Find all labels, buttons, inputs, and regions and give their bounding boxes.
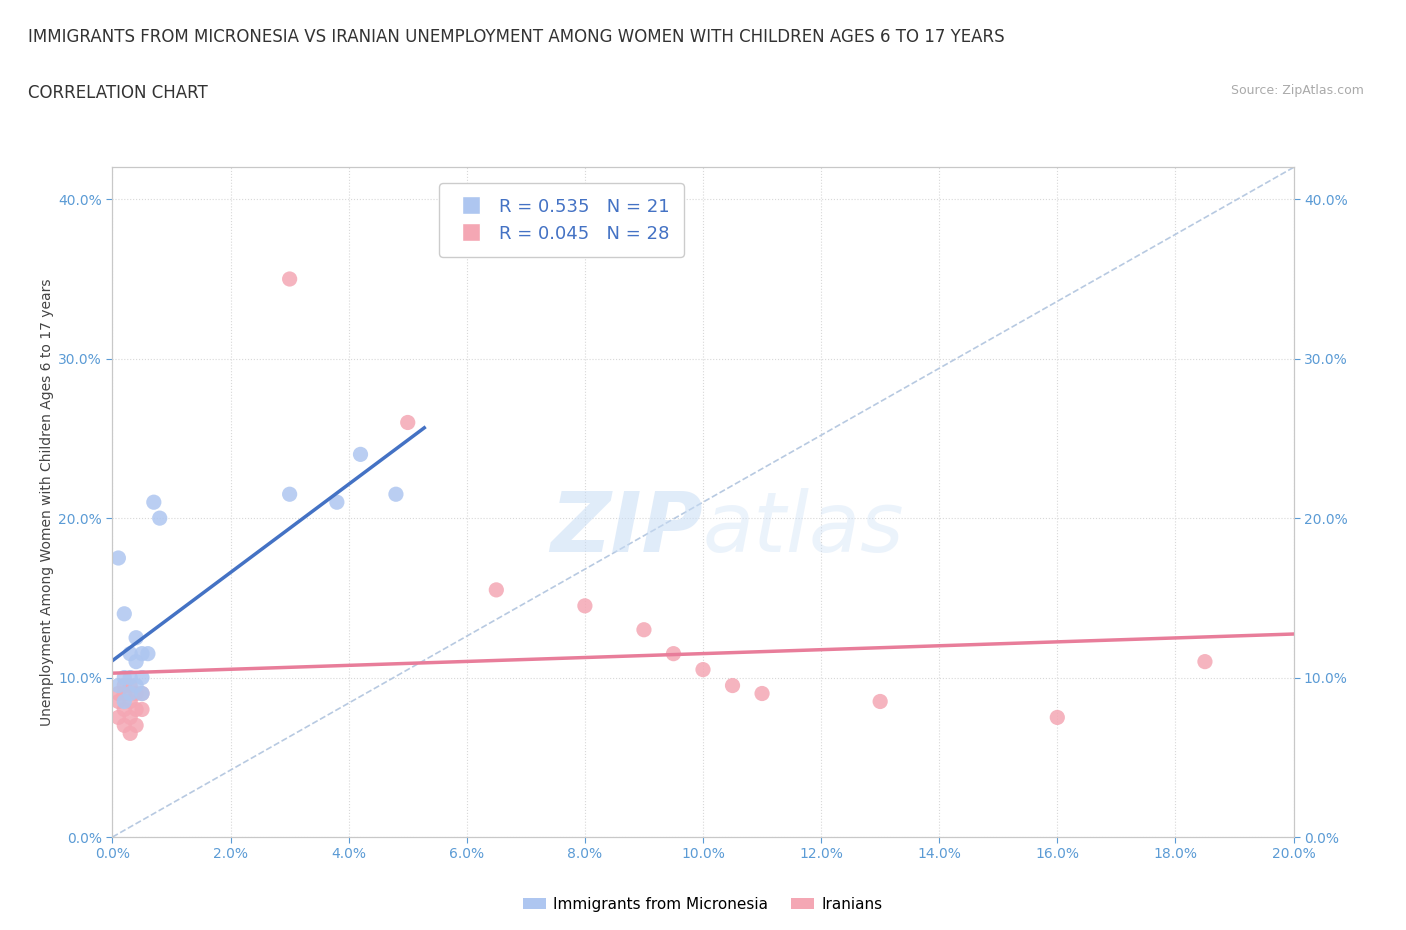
- Point: [349, 447, 371, 462]
- Point: [112, 694, 135, 709]
- Point: [326, 495, 349, 510]
- Point: [633, 622, 655, 637]
- Point: [721, 678, 744, 693]
- Point: [112, 686, 135, 701]
- Text: Source: ZipAtlas.com: Source: ZipAtlas.com: [1230, 84, 1364, 97]
- Point: [107, 551, 129, 565]
- Point: [107, 686, 129, 701]
- Point: [662, 646, 685, 661]
- Point: [1046, 710, 1069, 724]
- Point: [120, 710, 142, 724]
- Point: [112, 678, 135, 693]
- Legend: R = 0.535   N = 21, R = 0.045   N = 28: R = 0.535 N = 21, R = 0.045 N = 28: [439, 183, 683, 257]
- Point: [278, 486, 301, 501]
- Point: [751, 686, 773, 701]
- Point: [396, 415, 419, 430]
- Point: [131, 671, 153, 685]
- Y-axis label: Unemployment Among Women with Children Ages 6 to 17 years: Unemployment Among Women with Children A…: [41, 278, 53, 726]
- Point: [692, 662, 714, 677]
- Point: [142, 495, 165, 510]
- Point: [125, 718, 148, 733]
- Point: [574, 598, 596, 613]
- Point: [125, 654, 148, 669]
- Point: [107, 678, 129, 693]
- Point: [120, 678, 142, 693]
- Text: IMMIGRANTS FROM MICRONESIA VS IRANIAN UNEMPLOYMENT AMONG WOMEN WITH CHILDREN AGE: IMMIGRANTS FROM MICRONESIA VS IRANIAN UN…: [28, 28, 1005, 46]
- Point: [131, 702, 153, 717]
- Point: [125, 702, 148, 717]
- Point: [485, 582, 508, 597]
- Point: [107, 694, 129, 709]
- Point: [120, 694, 142, 709]
- Point: [131, 646, 153, 661]
- Point: [112, 671, 135, 685]
- Point: [112, 718, 135, 733]
- Point: [112, 702, 135, 717]
- Point: [278, 272, 301, 286]
- Point: [1194, 654, 1216, 669]
- Point: [120, 686, 142, 701]
- Text: CORRELATION CHART: CORRELATION CHART: [28, 84, 208, 101]
- Point: [125, 686, 148, 701]
- Point: [385, 486, 408, 501]
- Point: [120, 646, 142, 661]
- Point: [869, 694, 891, 709]
- Point: [120, 726, 142, 741]
- Point: [131, 686, 153, 701]
- Point: [136, 646, 159, 661]
- Text: ZIP: ZIP: [550, 488, 703, 569]
- Text: atlas: atlas: [703, 488, 904, 569]
- Legend: Immigrants from Micronesia, Iranians: Immigrants from Micronesia, Iranians: [517, 891, 889, 918]
- Point: [149, 511, 172, 525]
- Point: [125, 631, 148, 645]
- Point: [131, 686, 153, 701]
- Point: [107, 710, 129, 724]
- Point: [125, 678, 148, 693]
- Point: [112, 606, 135, 621]
- Point: [120, 671, 142, 685]
